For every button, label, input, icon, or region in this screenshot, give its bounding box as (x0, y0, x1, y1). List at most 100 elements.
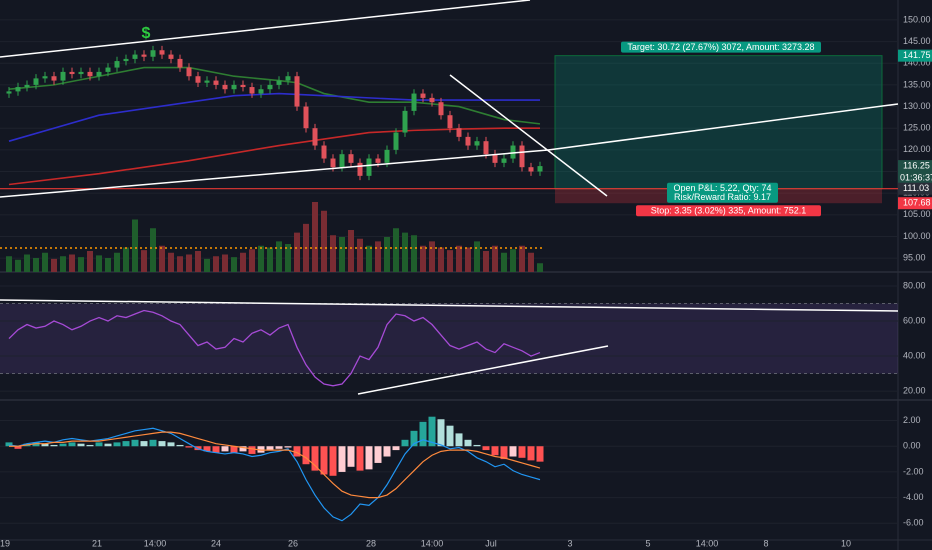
candle-body (69, 71, 75, 75)
volume-bar (60, 256, 66, 272)
histogram-bar (41, 443, 49, 447)
label-box (636, 205, 821, 217)
volume-bar (537, 263, 543, 272)
histogram-bar (77, 443, 85, 447)
candle-body (465, 136, 471, 146)
candle-body (510, 145, 516, 159)
candle-body (60, 71, 66, 81)
position-label: Target: 30.72 (27.67%) 3072, Amount: 327… (627, 42, 814, 52)
histogram-bar (176, 444, 184, 447)
histogram-bar (275, 446, 283, 449)
histogram-bar (419, 421, 427, 447)
y-tick-label: 40.00 (903, 350, 926, 360)
trend-line (0, 149, 549, 198)
histogram-bar (239, 446, 247, 452)
histogram-bar (401, 439, 409, 447)
histogram-bar (140, 441, 148, 447)
candle-body (384, 149, 390, 163)
candle-body (357, 162, 363, 176)
candle-body (348, 154, 354, 163)
volume-bar (330, 235, 336, 272)
trend-line (449, 74, 608, 197)
volume-bar (177, 256, 183, 272)
candle-body (321, 145, 327, 159)
volume-bar (114, 252, 120, 272)
y-tick-label: 135.00 (903, 79, 931, 89)
volume-bar (15, 259, 21, 272)
volume-bar (429, 241, 435, 272)
volume-bar (6, 256, 12, 272)
rsi-trend-line (0, 299, 899, 312)
volume-bar (78, 257, 84, 272)
candle-body (231, 84, 237, 90)
candle-body (375, 158, 381, 163)
histogram-bar (131, 439, 139, 447)
layers: 95.00100.00105.00110.00115.00120.00125.0… (0, 14, 932, 528)
x-tick-label: 3 (567, 538, 572, 548)
candle-body (312, 128, 318, 146)
price-tag (898, 160, 932, 185)
candle-body (330, 158, 336, 168)
y-tick-label: 95.00 (903, 253, 926, 263)
histogram-bar (374, 446, 382, 463)
histogram-bar (509, 446, 517, 457)
candle-body (123, 58, 129, 62)
candle-body (438, 102, 444, 116)
volume-bar (528, 252, 534, 272)
histogram-bar (347, 446, 355, 467)
candle-body (501, 158, 507, 163)
candle-body (258, 89, 264, 94)
y-tick-label: 145.00 (903, 36, 931, 46)
candle-body (87, 71, 93, 77)
volume-bar (132, 219, 138, 272)
volume-bar (465, 247, 471, 272)
candle-body (96, 71, 102, 77)
histogram-bar (473, 444, 481, 447)
volume-bar (186, 254, 192, 272)
histogram-bar (203, 446, 211, 452)
candle-body (492, 154, 498, 163)
histogram-bar (464, 439, 472, 447)
histogram-bar (500, 446, 508, 460)
volume-bar (420, 245, 426, 272)
histogram-bar (518, 446, 526, 458)
x-tick-label: 14:00 (421, 538, 444, 548)
volume-bar (492, 245, 498, 272)
histogram-bar (437, 419, 445, 447)
histogram-bar (302, 446, 310, 465)
candle-body (15, 87, 21, 92)
y-tick-label: 140.00 (903, 58, 931, 68)
volume-bar (240, 252, 246, 272)
volume-bar (285, 244, 291, 272)
price-tag (898, 182, 932, 195)
histogram-bar (50, 444, 58, 447)
x-tick-label: 8 (763, 538, 768, 548)
volume-bar (456, 245, 462, 272)
histogram-bar (32, 442, 40, 447)
histogram-bar (392, 446, 400, 451)
volume-bar (195, 251, 201, 272)
candle-body (303, 106, 309, 129)
y-tick-label: -2.00 (903, 466, 924, 476)
volume-bar (447, 250, 453, 272)
volume-bar (276, 241, 282, 272)
price-tag-label: 111.03 (903, 183, 929, 193)
histogram-bar (68, 442, 76, 447)
x-tick-label: 28 (366, 538, 376, 548)
candle-body (249, 87, 255, 94)
x-tick-label: 21 (92, 538, 102, 548)
volume-bar (438, 247, 444, 272)
volume-bar (411, 235, 417, 272)
volume-bar (357, 238, 363, 272)
x-tick-label: 5 (645, 538, 650, 548)
x-tick-label: Jul (485, 538, 497, 548)
price-tag (898, 49, 932, 62)
candle-body (141, 54, 147, 57)
volume-bar (519, 245, 525, 272)
candle-body (276, 80, 282, 85)
volume-bar (159, 245, 165, 272)
x-tick-label: 24 (211, 538, 221, 548)
x-tick-label: 10 (841, 538, 851, 548)
histogram-bar (320, 446, 328, 475)
